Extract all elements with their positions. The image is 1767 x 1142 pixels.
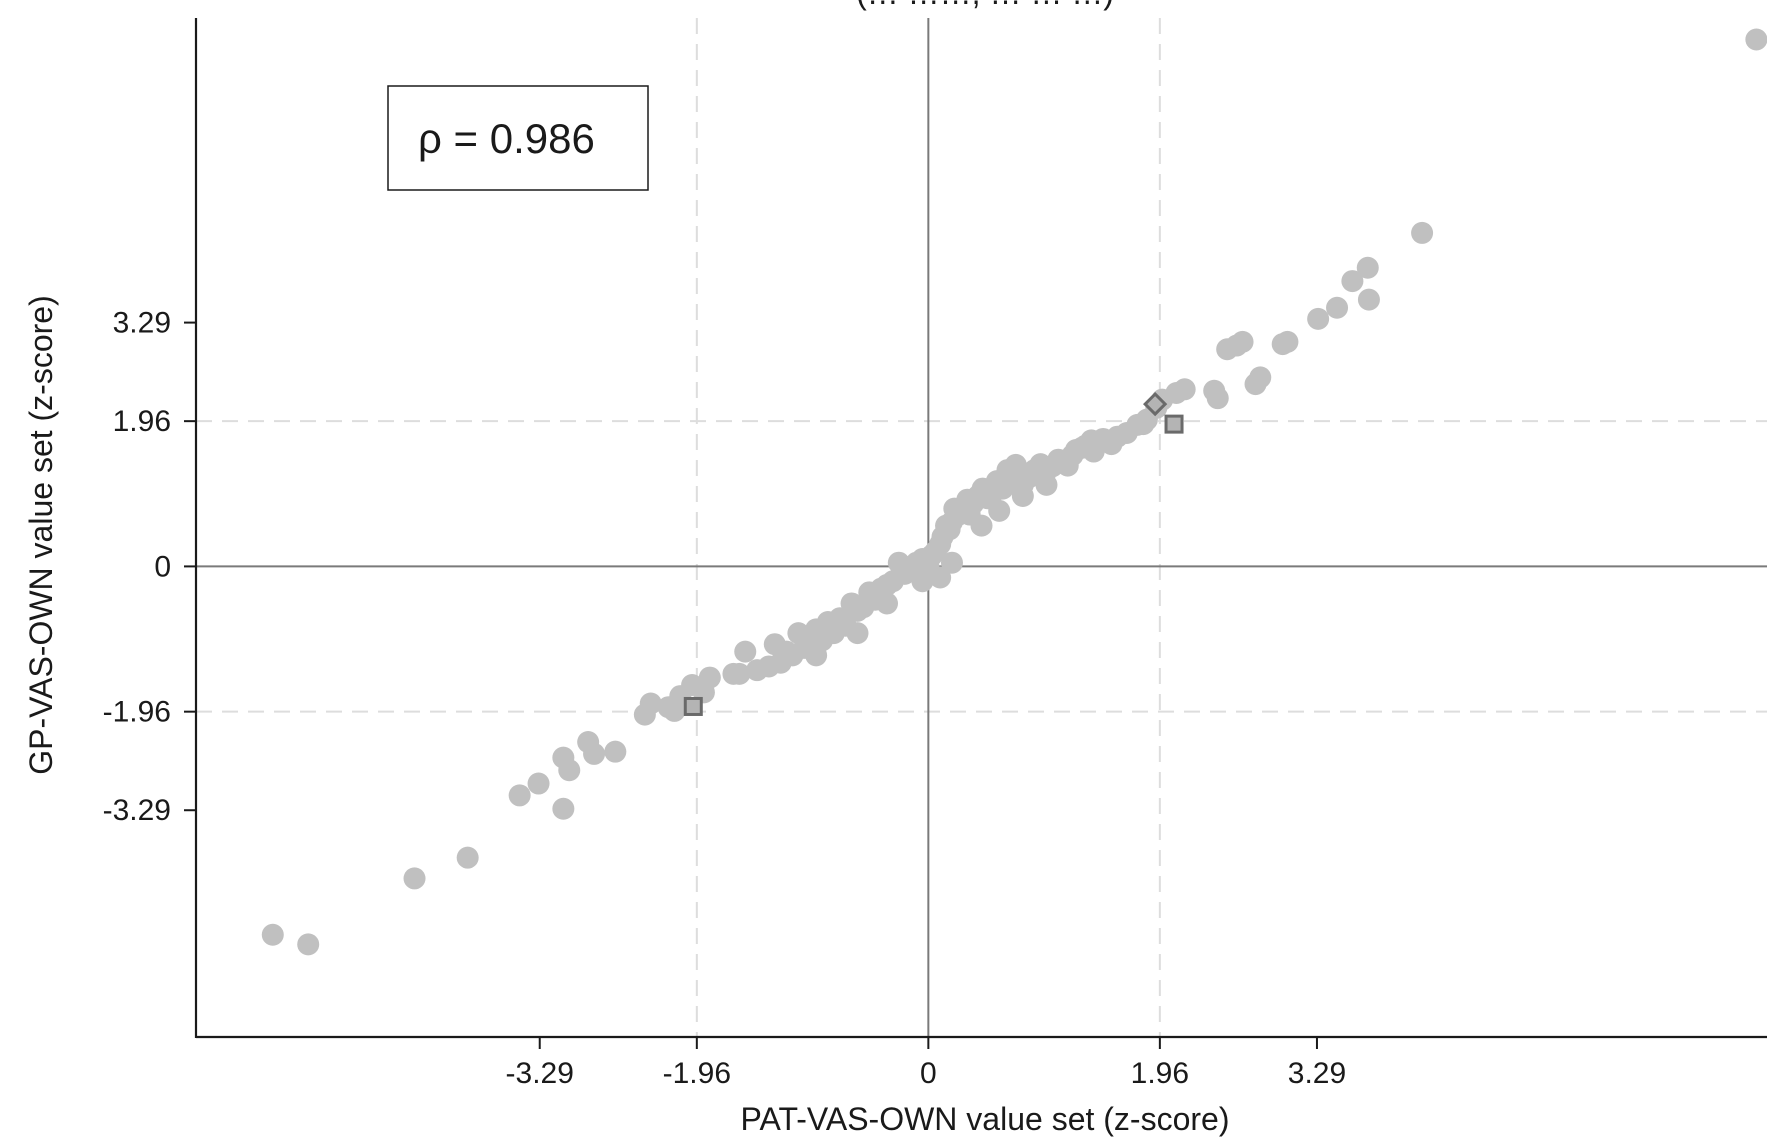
correlation-label: ρ = 0.986 xyxy=(418,115,595,162)
x-axis-title: PAT-VAS-OWN value set (z-score) xyxy=(741,1101,1230,1137)
data-point xyxy=(1745,28,1767,51)
data-point xyxy=(604,740,627,763)
y-tick-label: -1.96 xyxy=(103,696,171,729)
data-point xyxy=(403,867,426,890)
data-point xyxy=(1307,307,1330,330)
data-point xyxy=(663,699,686,722)
data-point xyxy=(297,933,320,956)
data-point xyxy=(456,846,479,869)
data-point xyxy=(805,644,828,667)
data-point xyxy=(1216,338,1239,361)
tick-marks xyxy=(184,321,1318,1049)
data-point xyxy=(911,570,934,593)
data-point xyxy=(633,703,656,726)
correlation-box xyxy=(387,85,649,191)
x-tick-label: -3.29 xyxy=(506,1057,574,1090)
data-point xyxy=(734,640,757,663)
data-point xyxy=(1341,270,1364,293)
data-point xyxy=(1357,288,1380,311)
highlight-point-square xyxy=(683,696,703,716)
data-point xyxy=(1411,221,1434,244)
data-point xyxy=(970,514,993,537)
data-point xyxy=(1082,440,1105,463)
y-tick-label: -3.29 xyxy=(103,794,171,827)
data-point xyxy=(887,551,910,574)
axes xyxy=(194,18,1767,1039)
data-point xyxy=(1244,373,1267,396)
y-tick-label: 1.96 xyxy=(113,405,171,438)
data-point xyxy=(1035,473,1058,496)
data-point xyxy=(746,659,769,682)
data-points xyxy=(261,28,1767,956)
data-point xyxy=(988,499,1011,522)
tick-labels: -3.29 -1.96 0 1.96 3.29 3.29 1.96 0 -1.96 -3.29 xyxy=(103,307,1347,1090)
reference-lines xyxy=(196,18,1767,1037)
x-tick-label: 0 xyxy=(920,1057,937,1090)
x-tick-label: 1.96 xyxy=(1131,1057,1189,1090)
data-point xyxy=(577,731,600,754)
data-point xyxy=(846,622,869,645)
chart-title: (… ……, … … …) xyxy=(856,0,1114,11)
data-point xyxy=(763,633,786,656)
data-point xyxy=(508,784,531,807)
y-axis-title: GP-VAS-OWN value set (z-score) xyxy=(23,295,59,774)
data-point xyxy=(552,797,575,820)
data-point xyxy=(1326,296,1349,319)
highlight-point-square xyxy=(1164,414,1184,434)
data-point xyxy=(787,622,810,645)
y-tick-label: 3.29 xyxy=(113,307,171,340)
data-point xyxy=(558,759,581,782)
data-point xyxy=(1356,256,1379,279)
data-point xyxy=(1206,387,1229,410)
y-tick-label: 0 xyxy=(154,550,171,583)
data-point xyxy=(728,662,751,685)
x-tick-label: -1.96 xyxy=(663,1057,731,1090)
data-point xyxy=(261,923,284,946)
data-point xyxy=(1011,485,1034,508)
data-point xyxy=(527,772,550,795)
highlight-point-diamond xyxy=(1143,391,1168,417)
data-point xyxy=(940,551,963,574)
data-point xyxy=(840,592,863,615)
data-point xyxy=(1271,333,1294,356)
x-tick-label: 3.29 xyxy=(1288,1057,1346,1090)
data-point xyxy=(876,592,899,615)
data-point xyxy=(929,566,952,589)
